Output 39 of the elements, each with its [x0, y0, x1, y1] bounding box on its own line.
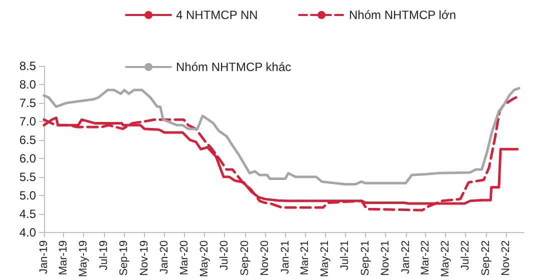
- y-tick-label: 5.0: [19, 188, 36, 202]
- legend-label: Nhóm NHTMCP lớn: [349, 8, 456, 22]
- x-tick-label: Sep-20: [239, 240, 252, 276]
- x-tick-label: Jan-20: [158, 240, 170, 274]
- y-tick-label: 7.5: [19, 96, 36, 110]
- x-tick-label: Jan-21: [279, 240, 292, 274]
- x-tick-label: May-21: [318, 240, 331, 278]
- x-tick-label: Sep-19: [118, 240, 130, 276]
- x-tick-label: Jan-19: [38, 240, 50, 274]
- line-series: [42, 86, 520, 186]
- y-tick-label: 8.0: [19, 77, 36, 92]
- x-tick-label: Mar-21: [298, 240, 311, 276]
- y-tick-label: 4.0: [19, 225, 36, 240]
- x-tick-label: Jan-22: [400, 240, 412, 274]
- y-tick-label: 4.5: [19, 206, 36, 221]
- x-tick-label: Jul-19: [98, 240, 110, 270]
- x-tick-label: Nov-20: [259, 240, 272, 276]
- x-tick-label: Jul-20: [218, 240, 231, 270]
- x-tick-label: Sep-21: [360, 240, 372, 276]
- x-tick-label: Nov-19: [138, 240, 150, 276]
- x-tick-label: Jul-21: [339, 240, 352, 270]
- line-series: [42, 96, 518, 212]
- x-tick-label: Sep-22: [480, 240, 492, 276]
- x-tick-label: May-22: [439, 240, 452, 278]
- x-tick-label: Mar-19: [57, 240, 70, 276]
- x-tick-label: Nov-22: [500, 240, 512, 276]
- x-tick-label: Jul-22: [460, 240, 472, 270]
- y-tick-label: 6.0: [19, 151, 36, 166]
- x-tick-label: Nov-21: [380, 240, 392, 276]
- x-tick-label: Mar-20: [178, 240, 190, 276]
- x-tick-label: May-20: [198, 240, 210, 278]
- y-tick-label: 8.5: [19, 59, 36, 73]
- y-tick-label: 5.5: [19, 170, 36, 184]
- y-tick-label: 6.5: [19, 132, 36, 147]
- x-tick-label: May-19: [78, 240, 90, 278]
- legend-label: 4 NHTMCP NN: [176, 8, 258, 22]
- legend-label: Nhóm NHTMCP khác: [176, 60, 292, 74]
- y-tick-label: 7.0: [19, 114, 36, 128]
- x-tick-label: Mar-22: [419, 240, 432, 276]
